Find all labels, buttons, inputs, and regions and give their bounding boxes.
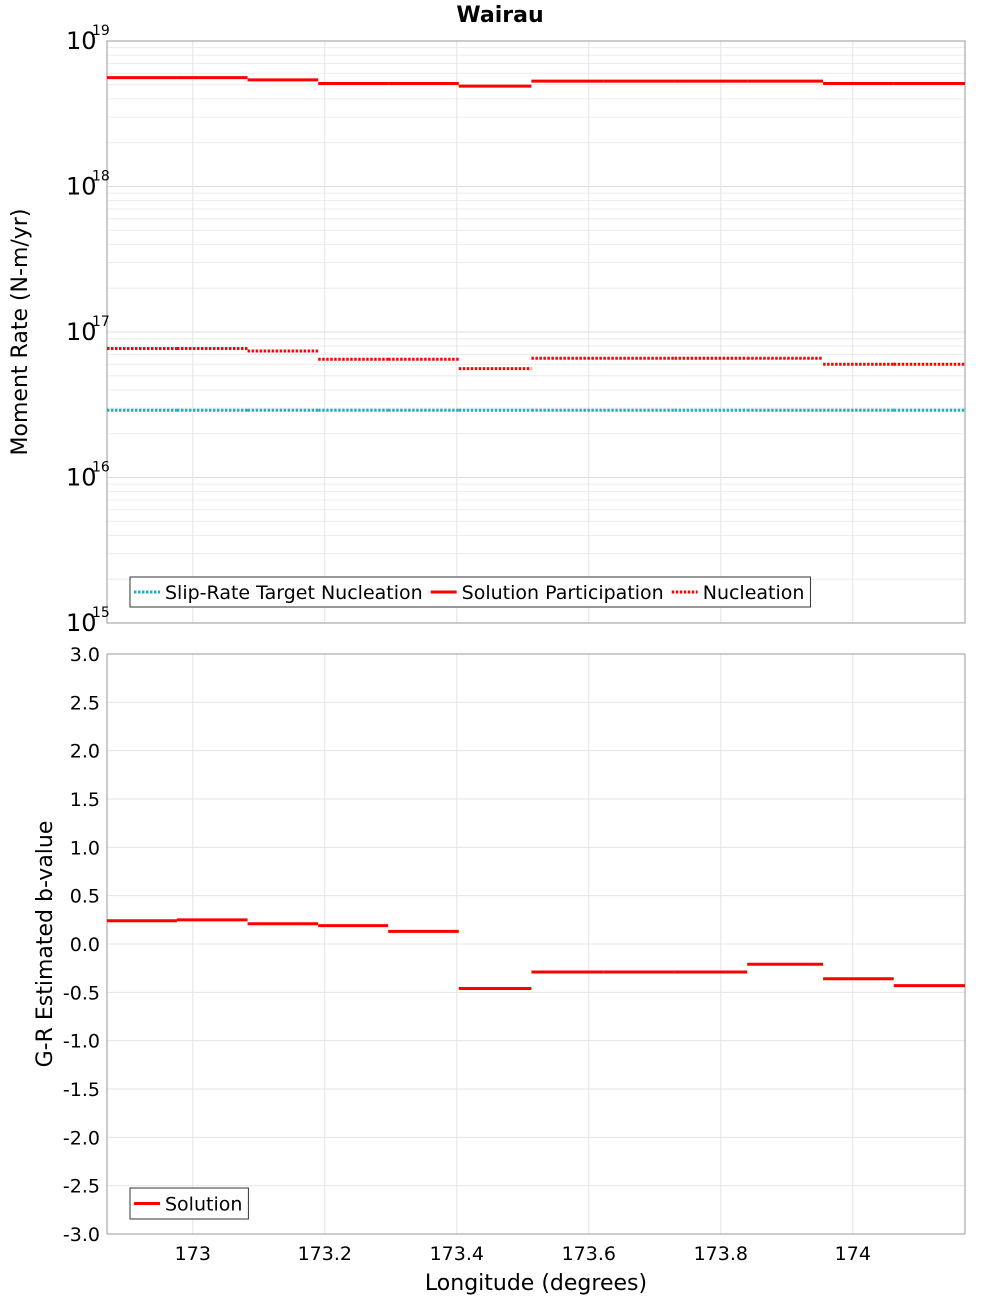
legend-entry: Solution (165, 1194, 242, 1216)
y-tick-label: -0.5 (63, 982, 100, 1004)
y-tick-label: 1.5 (70, 789, 100, 811)
b-value-plot-area (106, 653, 966, 1235)
y-tick-base: 10 (66, 318, 97, 346)
legend-entry: Nucleation (703, 582, 805, 604)
y-tick-base: 10 (66, 464, 97, 492)
y-tick-label: -2.5 (63, 1176, 100, 1198)
x-tick-label: 173.6 (562, 1243, 616, 1265)
legend-entry: Solution Participation (462, 582, 664, 604)
y-tick-base: 10 (66, 27, 97, 55)
y-tick-label: 0.0 (70, 934, 100, 956)
y-tick-label: -1.5 (63, 1079, 100, 1101)
chart-title: Wairau (456, 3, 543, 28)
b-value-y-ticks: 3.0 2.5 2.0 1.5 1.0 0.5 0.0 -0.5 -1.0 -1.5 -2.0 -2.… (63, 644, 100, 1246)
x-tick-label: 173.2 (298, 1243, 352, 1265)
y-tick-label: -3.0 (63, 1224, 100, 1246)
b-value-grid (107, 653, 965, 1235)
moment-rate-series (107, 76, 965, 412)
y-tick-exponent: 15 (92, 605, 110, 621)
b-value-y-label: G-R Estimated b-value (33, 821, 58, 1068)
y-tick-base: 10 (66, 173, 97, 201)
series-solution (107, 918, 965, 990)
x-axis-ticks: 173 173.2 173.4 173.6 173.8 174 (175, 1243, 871, 1265)
moment-rate-legend: Slip-Rate Target Nucleation Solution Part… (129, 576, 811, 608)
series-solution-participation (107, 76, 965, 88)
legend-entry: Slip-Rate Target Nucleation (165, 582, 423, 604)
series-nucleation (107, 347, 965, 371)
b-value-series (107, 918, 965, 990)
y-tick-exponent: 17 (92, 314, 110, 330)
y-tick-label: 3.0 (70, 644, 100, 666)
x-tick-label: 173.4 (430, 1243, 484, 1265)
b-value-legend: Solution (129, 1187, 249, 1220)
y-tick-label: 1.0 (70, 837, 100, 859)
x-tick-label: 174 (835, 1243, 871, 1265)
moment-rate-grid (107, 41, 965, 624)
x-tick-label: 173.8 (694, 1243, 748, 1265)
moment-rate-plot-area (106, 40, 966, 624)
y-tick-exponent: 16 (92, 460, 110, 476)
y-tick-base: 10 (66, 609, 97, 637)
x-tick-label: 173 (175, 1243, 211, 1265)
y-tick-exponent: 18 (92, 169, 110, 185)
y-tick-label: 2.0 (70, 741, 100, 763)
x-axis-label: Longitude (degrees) (425, 1271, 647, 1296)
y-tick-label: -2.0 (63, 1127, 100, 1149)
moment-rate-y-label: Moment Rate (N-m/yr) (8, 209, 33, 456)
y-tick-exponent: 19 (92, 23, 110, 39)
y-tick-label: -1.0 (63, 1031, 100, 1053)
y-tick-label: 2.5 (70, 692, 100, 714)
y-tick-label: 0.5 (70, 886, 100, 908)
